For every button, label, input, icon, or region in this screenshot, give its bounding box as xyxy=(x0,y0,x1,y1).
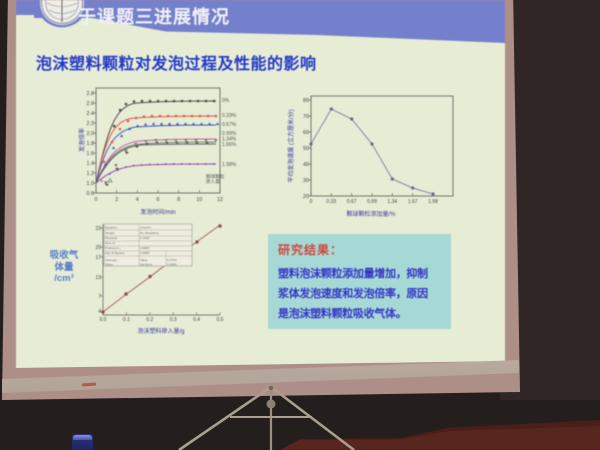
svg-text:0.9984: 0.9984 xyxy=(140,246,150,250)
svg-text:40: 40 xyxy=(303,162,309,168)
svg-text:0.67: 0.67 xyxy=(347,199,357,205)
svg-text:发泡时间/min: 发泡时间/min xyxy=(140,208,175,216)
svg-text:平均发泡速度 (立方厘米/分): 平均发泡速度 (立方厘米/分) xyxy=(287,109,295,182)
svg-text:80: 80 xyxy=(303,98,309,104)
svg-text:Std Error: Std Error xyxy=(140,263,152,267)
svg-text:0.3: 0.3 xyxy=(170,317,177,323)
svg-text:Adj. R-Square: Adj. R-Square xyxy=(105,251,125,255)
svg-text:0.1806: 0.1806 xyxy=(140,236,150,240)
svg-text:2.2: 2.2 xyxy=(87,121,95,127)
svg-text:70: 70 xyxy=(303,114,309,120)
svg-text:0: 0 xyxy=(95,197,98,203)
svg-text:Residual: Residual xyxy=(105,236,117,240)
svg-text:23: 23 xyxy=(95,226,101,232)
svg-text:Weight: Weight xyxy=(105,231,115,235)
svg-text:No Weighting: No Weighting xyxy=(140,231,159,235)
svg-text:0.33: 0.33 xyxy=(326,199,336,205)
svg-text:y=a+b*x: y=a+b*x xyxy=(140,226,152,230)
svg-text:1.6: 1.6 xyxy=(87,151,95,157)
svg-text:0.9965: 0.9965 xyxy=(140,251,150,255)
svg-text:2.6: 2.6 xyxy=(87,101,95,107)
svg-text:Value: Value xyxy=(140,258,148,262)
svg-text:13: 13 xyxy=(95,275,101,281)
svg-text:60: 60 xyxy=(303,130,309,136)
svg-text:50: 50 xyxy=(303,146,309,152)
svg-text:掺入量: 掺入量 xyxy=(206,178,220,185)
svg-text:Pearson's r: Pearson's r xyxy=(105,246,121,250)
svg-text:8: 8 xyxy=(177,197,180,203)
svg-text:20: 20 xyxy=(303,194,309,200)
svg-text:Sum of: Sum of xyxy=(105,241,115,245)
svg-text:0.2: 0.2 xyxy=(146,317,153,323)
svg-text:1.98: 1.98 xyxy=(428,199,438,205)
svg-text:泡沫塑料掺入量/g: 泡沫塑料掺入量/g xyxy=(137,327,184,335)
svg-text:2: 2 xyxy=(115,197,118,203)
svg-text:Slope: Slope xyxy=(105,263,113,267)
svg-text:4: 4 xyxy=(136,197,139,203)
svg-text:Intercept: Intercept xyxy=(105,258,117,262)
svg-text:0.4733: 0.4733 xyxy=(167,258,177,262)
svg-text:1.2: 1.2 xyxy=(87,171,95,177)
svg-text:0.33%: 0.33% xyxy=(222,113,237,119)
svg-text:0%: 0% xyxy=(222,98,230,104)
svg-text:17: 17 xyxy=(95,255,101,261)
svg-text:Equation: Equation xyxy=(105,226,117,230)
svg-text:7: 7 xyxy=(98,294,101,300)
svg-text:1.34: 1.34 xyxy=(387,199,397,205)
svg-text:1.8: 1.8 xyxy=(87,141,95,147)
svg-text:12: 12 xyxy=(217,197,223,203)
svg-text:0: 0 xyxy=(310,199,313,205)
svg-text:2.8: 2.8 xyxy=(87,91,95,97)
svg-text:发泡倍率: 发泡倍率 xyxy=(78,128,86,152)
svg-text:20: 20 xyxy=(95,245,101,251)
svg-text:0.4: 0.4 xyxy=(193,317,200,323)
svg-text:6: 6 xyxy=(157,197,160,203)
svg-text:30: 30 xyxy=(303,178,309,184)
svg-text:0.0365: 0.0365 xyxy=(167,263,177,267)
svg-text:1.98%: 1.98% xyxy=(222,162,237,168)
svg-text:0.5: 0.5 xyxy=(217,317,224,323)
svg-text:4: 4 xyxy=(98,309,101,315)
svg-text:0.67%: 0.67% xyxy=(222,122,237,128)
svg-text:1.67: 1.67 xyxy=(408,199,418,205)
svg-text:0.8: 0.8 xyxy=(87,191,95,197)
svg-text:0.1: 0.1 xyxy=(123,317,130,323)
svg-text:1.66%: 1.66% xyxy=(222,142,237,148)
svg-text:1.4: 1.4 xyxy=(87,161,95,167)
svg-text:0.99: 0.99 xyxy=(367,199,377,205)
svg-text:2.4: 2.4 xyxy=(87,111,95,117)
svg-text:颗球颗粒添加量/%: 颗球颗粒添加量/% xyxy=(346,210,396,218)
svg-text:10: 10 xyxy=(196,197,202,203)
svg-text:2.0: 2.0 xyxy=(87,131,95,137)
svg-text:0.0: 0.0 xyxy=(100,317,107,323)
svg-text:1.0: 1.0 xyxy=(87,181,95,187)
